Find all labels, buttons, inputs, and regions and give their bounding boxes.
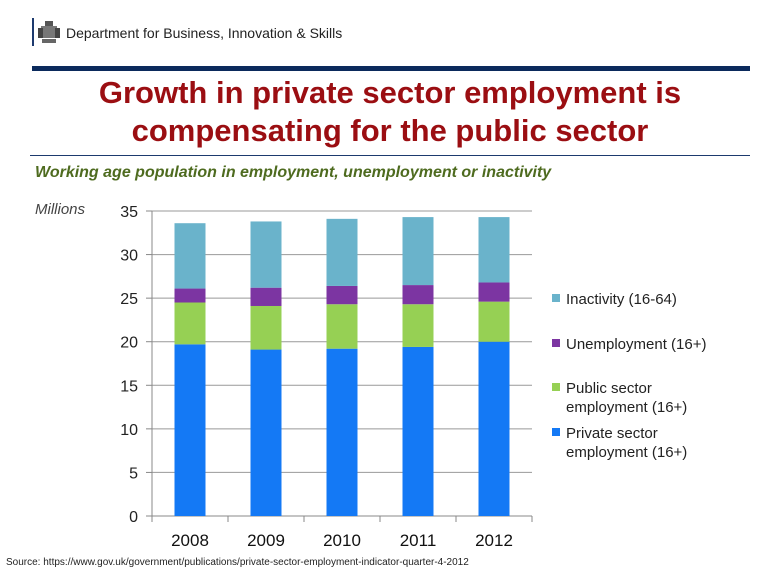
bar-segment bbox=[250, 349, 282, 516]
bar-segment bbox=[478, 301, 510, 342]
y-tick-label: 15 bbox=[120, 378, 138, 395]
bar-segment bbox=[402, 285, 434, 305]
x-tick-label: 2009 bbox=[247, 531, 285, 550]
y-tick-label: 0 bbox=[129, 509, 138, 526]
legend-label: Unemployment (16+) bbox=[566, 336, 706, 353]
bar-segment bbox=[402, 346, 434, 516]
header-band bbox=[32, 66, 750, 71]
x-tick-label: 2008 bbox=[171, 531, 209, 550]
bar-segment bbox=[174, 288, 206, 303]
y-tick-label: 30 bbox=[120, 248, 138, 265]
title-rule bbox=[30, 155, 750, 156]
bar-segment bbox=[174, 223, 206, 289]
bar-segment bbox=[478, 217, 510, 283]
bar-segment bbox=[250, 221, 282, 288]
bar-segment bbox=[326, 348, 358, 516]
y-axis-label: Millions bbox=[35, 201, 86, 218]
coat-of-arms-logo bbox=[38, 21, 60, 43]
legend-label: Inactivity (16-64) bbox=[566, 291, 677, 308]
x-tick-label: 2010 bbox=[323, 531, 361, 550]
bar-segment bbox=[478, 341, 510, 516]
bar-segment bbox=[326, 304, 358, 349]
legend-swatch bbox=[552, 383, 560, 391]
bar-segment bbox=[402, 304, 434, 347]
legend-label: employment (16+) bbox=[566, 444, 687, 461]
bar-segment bbox=[402, 217, 434, 286]
bar-segment bbox=[250, 287, 282, 306]
bar-segment bbox=[250, 305, 282, 350]
legend-swatch bbox=[552, 294, 560, 302]
legend-swatch bbox=[552, 428, 560, 436]
bar-segment bbox=[478, 282, 510, 302]
bar-segment bbox=[326, 285, 358, 305]
bar-segment bbox=[174, 344, 206, 516]
slide-title: Growth in private sector employment is c… bbox=[98, 75, 682, 148]
chart-subtitle: Working age population in employment, un… bbox=[35, 164, 552, 181]
y-tick-label: 10 bbox=[120, 422, 138, 439]
y-tick-label: 5 bbox=[129, 465, 138, 482]
legend-label: employment (16+) bbox=[566, 399, 687, 416]
department-name: Department for Business, Innovation & Sk… bbox=[66, 25, 343, 41]
legend-label: Private sector bbox=[566, 425, 658, 442]
y-tick-label: 20 bbox=[120, 335, 138, 352]
x-tick-label: 2011 bbox=[400, 531, 437, 550]
bar-segment bbox=[326, 218, 358, 286]
bar-segment bbox=[174, 302, 206, 345]
legend-label: Public sector bbox=[566, 380, 652, 397]
legend-swatch bbox=[552, 339, 560, 347]
source-note: Source: https://www.gov.uk/government/pu… bbox=[6, 557, 469, 568]
y-tick-label: 35 bbox=[120, 204, 138, 221]
y-tick-label: 25 bbox=[120, 291, 138, 308]
x-tick-label: 2012 bbox=[475, 531, 513, 550]
header-divider bbox=[32, 18, 34, 46]
